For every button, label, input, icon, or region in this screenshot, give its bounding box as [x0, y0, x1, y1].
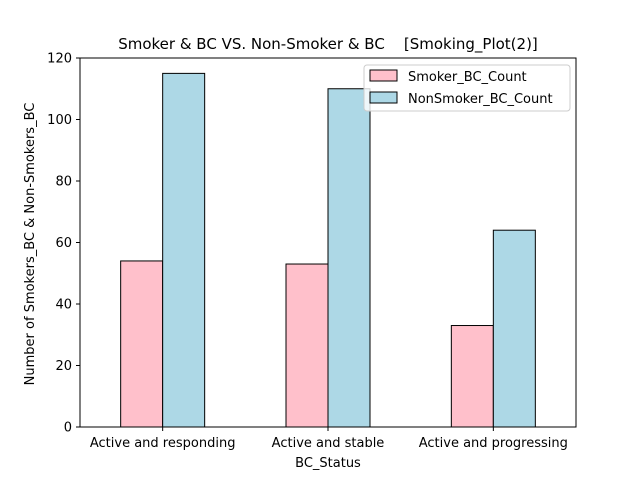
x-tick-label: Active and progressing	[419, 436, 568, 451]
bar-smoker-2	[450, 325, 494, 428]
y-axis-label: Number of Smokers_BC & Non-Smokers_BC	[23, 103, 38, 386]
y-tick-label: 100	[47, 113, 72, 128]
y-axis-ticks: 0 20 40 60 80 100 120	[47, 52, 80, 436]
x-axis-label: BC_Status	[295, 456, 361, 471]
legend-label-smoker: Smoker_BC_Count	[408, 70, 527, 85]
y-tick-label: 0	[64, 421, 72, 436]
y-tick-label: 20	[55, 359, 72, 374]
y-tick-label: 120	[47, 52, 72, 67]
legend-label-nonsmoker: NonSmoker_BC_Count	[408, 92, 553, 107]
bar-nonsmoker-0	[162, 72, 206, 428]
bar-nonsmoker-1	[327, 88, 371, 428]
y-tick-label: 40	[55, 298, 72, 313]
bar-smoker-1	[285, 263, 329, 428]
bars-layer	[120, 72, 536, 428]
x-axis-ticks: Active and responding Active and stable Ac…	[90, 427, 568, 451]
legend-swatch-smoker	[369, 69, 398, 82]
bar-nonsmoker-2	[492, 229, 536, 428]
chart-title: Smoker & BC VS. Non-Smoker & BC [Smoking…	[118, 35, 538, 54]
legend-box	[363, 64, 571, 112]
x-tick-label: Active and responding	[90, 436, 236, 451]
legend-swatch-nonsmoker	[369, 91, 398, 104]
bar-smoker-0	[120, 260, 164, 428]
y-tick-label: 60	[55, 236, 72, 251]
x-tick-label: Active and stable	[272, 436, 385, 451]
y-tick-label: 80	[55, 175, 72, 190]
legend: Smoker_BC_Count NonSmoker_BC_Count	[363, 64, 571, 112]
